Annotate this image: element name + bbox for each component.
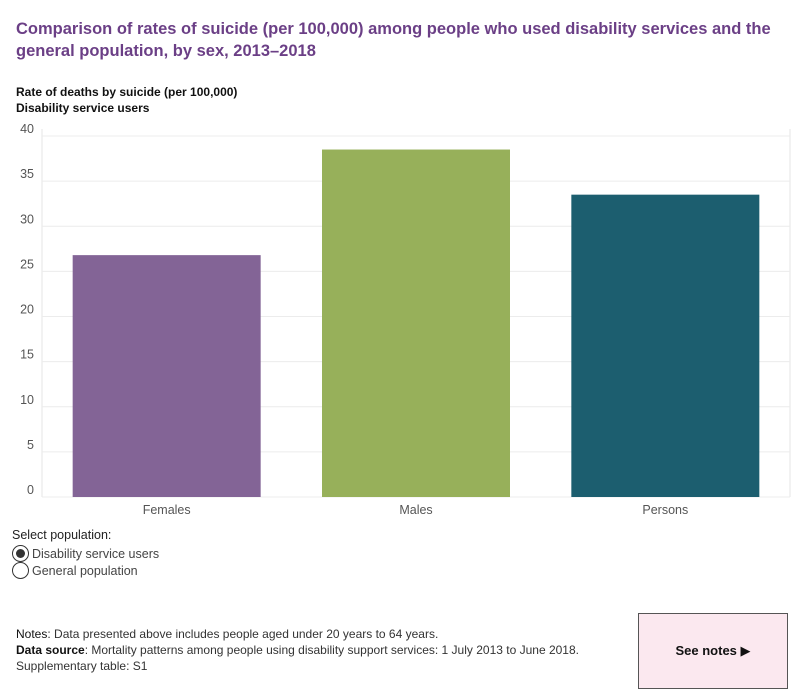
population-selector: Select population: Disability service us… [12, 528, 159, 579]
radio-button-icon[interactable] [12, 545, 29, 562]
bar-females [72, 255, 261, 497]
y-tick-label: 20 [20, 303, 34, 317]
y-axis-caption: Rate of deaths by suicide (per 100,000) … [16, 84, 237, 116]
y-tick-label: 40 [20, 122, 34, 136]
notes-key: Notes [16, 627, 48, 641]
bar-males [322, 149, 510, 497]
notes-text: : Data presented above includes people a… [47, 627, 439, 641]
x-tick-label: Females [143, 503, 191, 517]
supplementary-line: Supplementary table: S1 [16, 659, 148, 673]
source-key: Data source [16, 643, 85, 657]
bar-chart: 0 5 10 15 20 25 30 35 40 Females Males Persons [20, 122, 791, 517]
bar-persons [571, 194, 760, 497]
source-text: : Mortality patterns among people using … [84, 643, 579, 657]
notes-line: Notes: Data presented above includes peo… [16, 626, 579, 642]
radio-button-icon[interactable] [12, 562, 29, 579]
y-tick-label: 30 [20, 212, 34, 226]
population-label: Disability service users [16, 101, 150, 115]
y-tick-label: 25 [20, 257, 34, 271]
y-tick-label: 15 [20, 348, 34, 362]
radio-label: General population [32, 563, 138, 578]
x-tick-label: Persons [642, 503, 688, 517]
x-tick-label: Males [399, 503, 432, 517]
chart-title: Comparison of rates of suicide (per 100,… [16, 20, 771, 60]
y-tick-label: 10 [20, 393, 34, 407]
source-line: Data source: Mortality patterns among pe… [16, 642, 579, 658]
y-tick-label: 5 [27, 438, 34, 452]
radio-option-disability[interactable]: Disability service users [12, 545, 159, 562]
y-axis-label: Rate of deaths by suicide (per 100,000) [16, 85, 238, 99]
y-tick-label: 35 [20, 167, 34, 181]
notes-section: Notes: Data presented above includes peo… [16, 626, 579, 674]
selector-label: Select population: [12, 528, 112, 542]
see-notes-button[interactable]: See notes ▶ [638, 613, 788, 689]
radio-label: Disability service users [32, 546, 160, 561]
y-tick-label: 0 [27, 483, 34, 497]
radio-option-general[interactable]: General population [12, 562, 159, 579]
